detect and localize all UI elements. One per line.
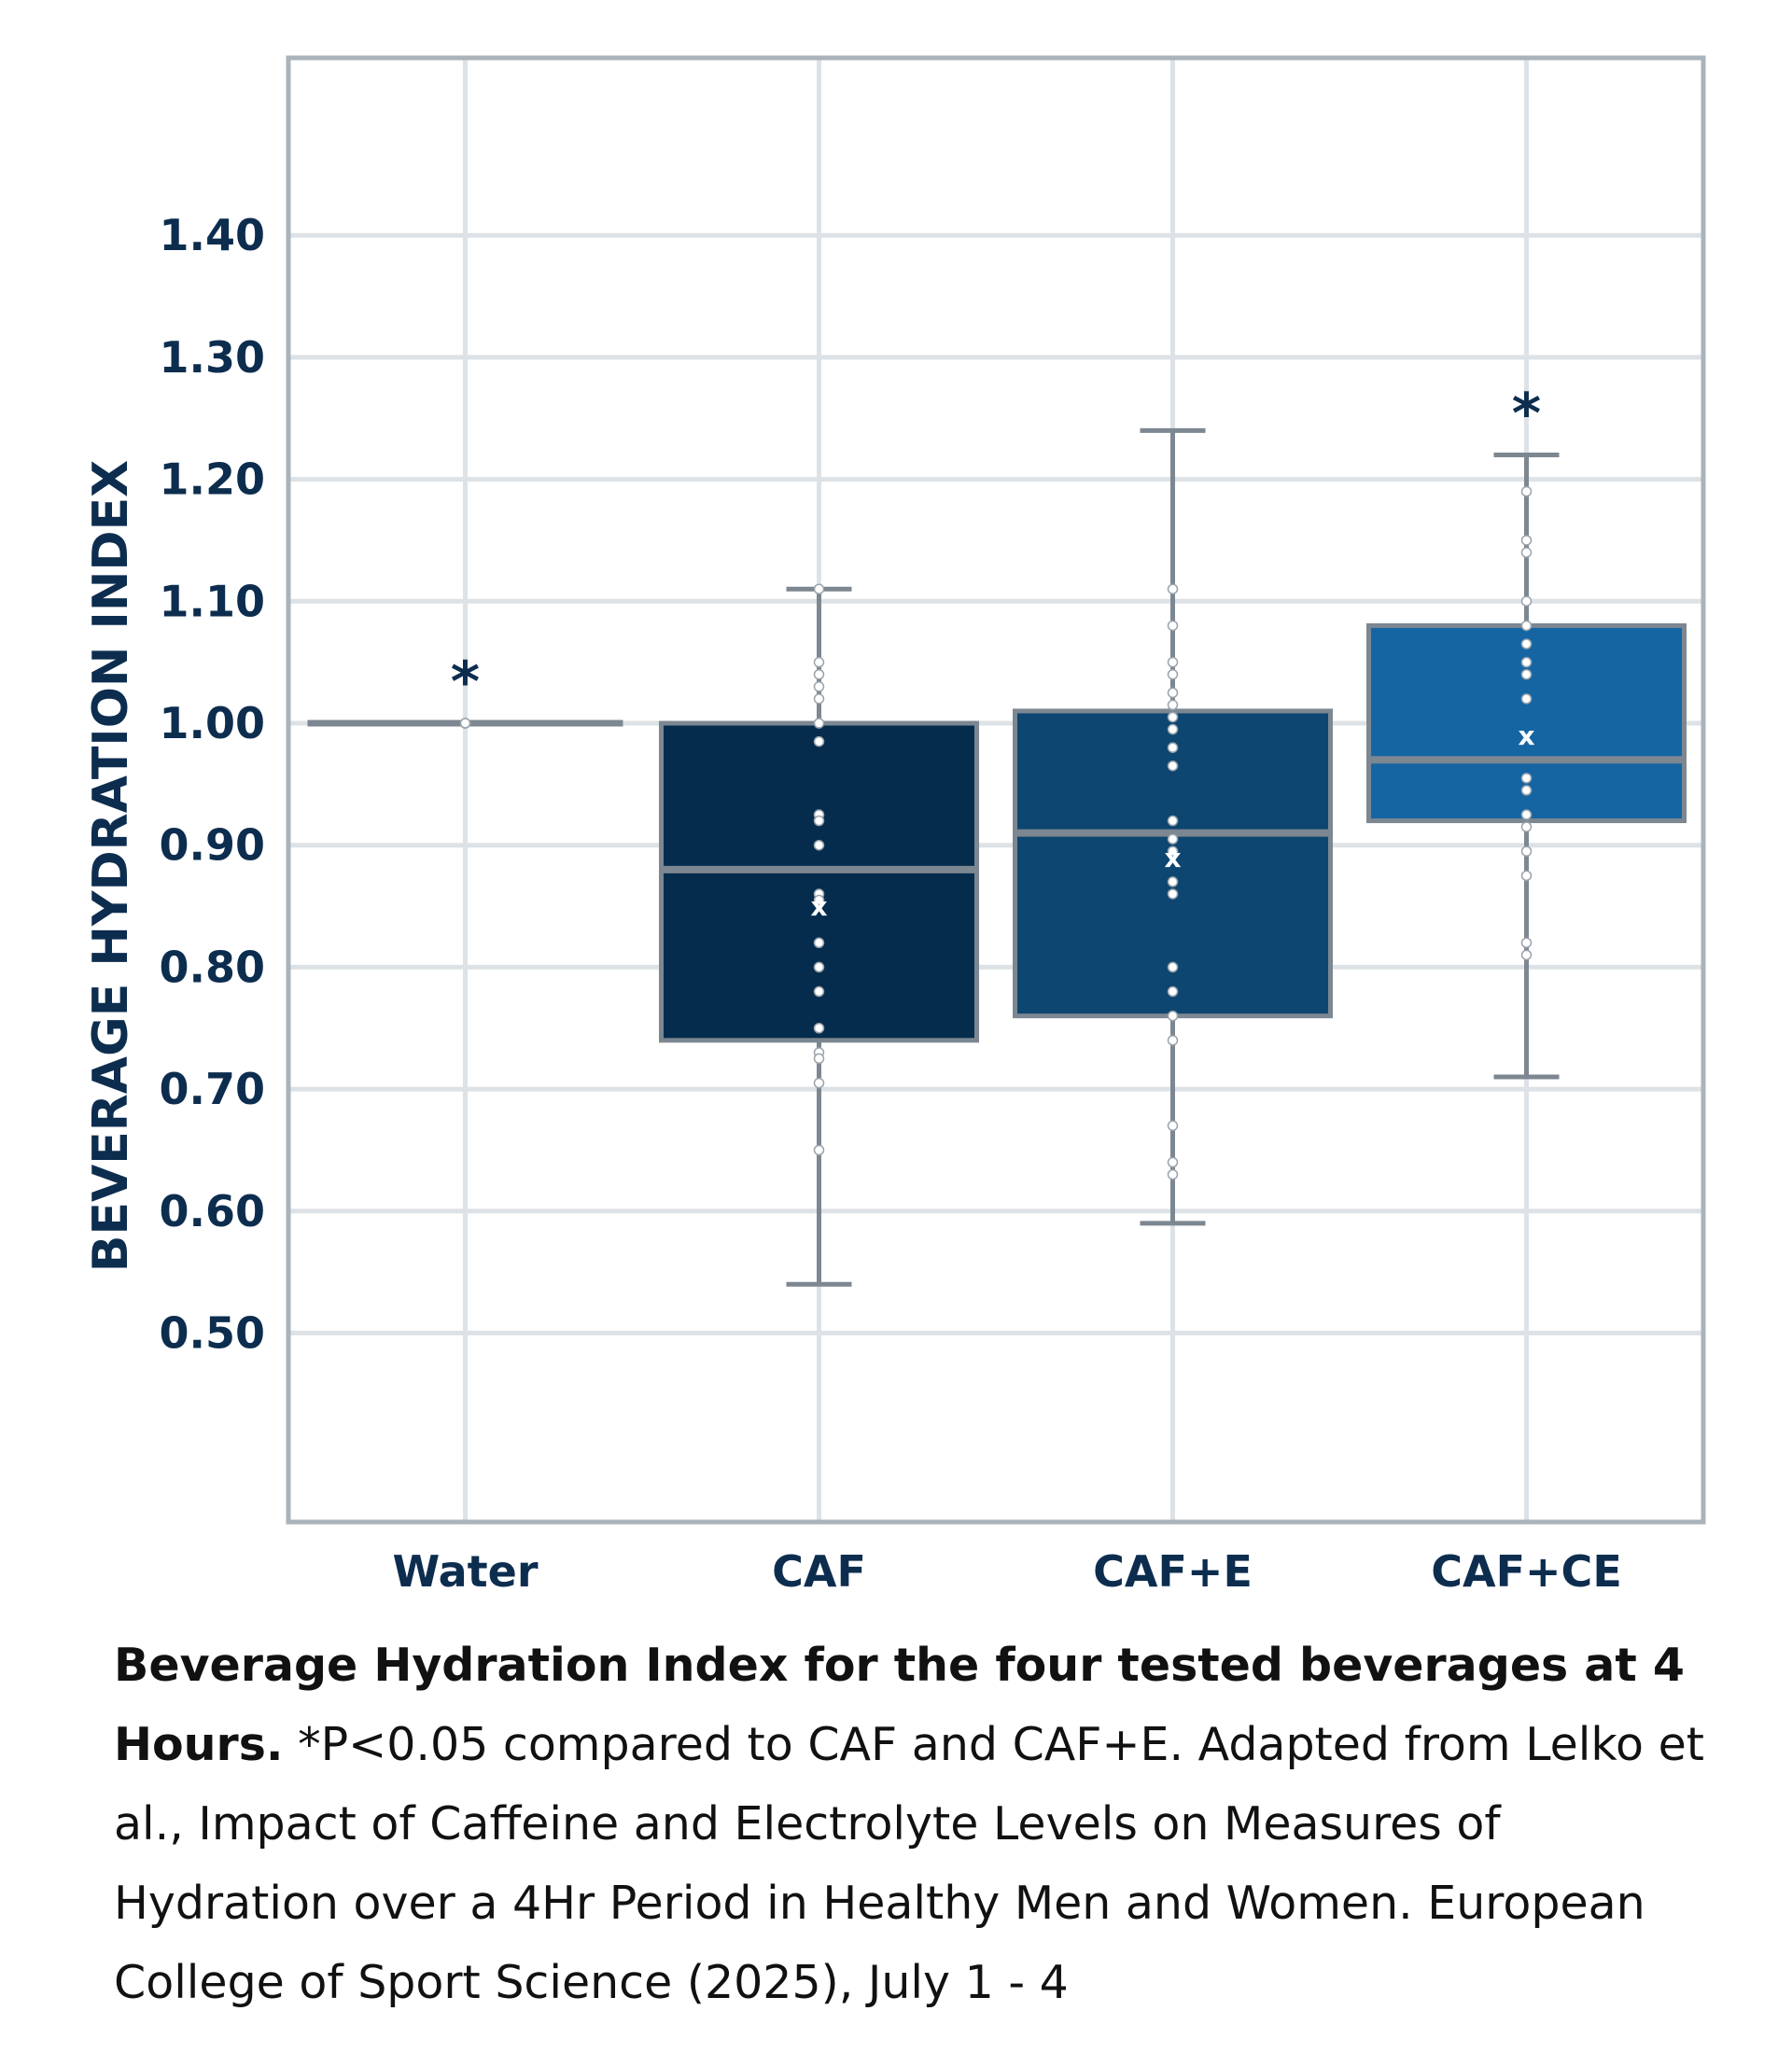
x-tick-label: CAF+CE	[1431, 1546, 1622, 1597]
y-tick-label: 0.60	[160, 1186, 266, 1236]
boxes: *xxx*	[307, 381, 1687, 1287]
data-point	[1167, 1010, 1179, 1022]
data-point	[813, 583, 825, 594]
data-point	[1520, 693, 1533, 705]
plot-frame	[286, 55, 1706, 1525]
y-tick-label: 0.90	[160, 820, 266, 871]
box-body	[659, 720, 979, 1043]
data-point	[813, 1144, 825, 1156]
data-point	[813, 961, 825, 973]
data-point	[813, 1053, 825, 1065]
data-point	[813, 894, 825, 906]
data-point	[1167, 1120, 1179, 1132]
data-point	[813, 937, 825, 949]
data-point	[813, 668, 825, 680]
mean-marker: x	[1164, 843, 1181, 873]
figure-caption: Beverage Hydration Index for the four te…	[114, 1626, 1719, 2022]
data-point	[813, 735, 825, 747]
y-axis-title: BEVERAGE HYDRATION INDEX	[83, 460, 139, 1272]
data-point	[1520, 949, 1533, 961]
data-point	[813, 1077, 825, 1089]
caption-text: *P<0.05 compared to CAF and CAF+E. Adapt…	[114, 1718, 1704, 2009]
mean-marker: x	[810, 891, 827, 922]
data-point	[1167, 620, 1179, 632]
data-point	[1167, 876, 1179, 887]
data-point	[1520, 809, 1533, 820]
data-point	[1167, 845, 1179, 857]
data-point	[1520, 638, 1533, 649]
data-point	[1167, 711, 1179, 723]
y-tick-label: 0.50	[160, 1308, 266, 1359]
data-point	[1167, 583, 1179, 594]
data-point	[1167, 656, 1179, 668]
data-point	[1167, 668, 1179, 680]
data-point	[459, 718, 471, 729]
y-tick-label: 0.80	[160, 942, 266, 992]
data-point	[1167, 1156, 1179, 1168]
y-tick-label: 1.30	[160, 332, 266, 383]
box-caf-e: x	[1013, 427, 1333, 1226]
data-point	[1520, 656, 1533, 668]
data-point	[813, 985, 825, 998]
box-plot-chart: 0.50 0.60 0.70 0.80 0.90 1.00 1.10 1.20 1.30 1.40…	[83, 55, 1706, 1597]
data-point	[1167, 985, 1179, 998]
data-point	[1167, 687, 1179, 699]
data-point	[1520, 937, 1533, 949]
x-axis-ticks: Water CAF CAF+E CAF+CE	[392, 1546, 1621, 1597]
data-point	[1520, 535, 1533, 546]
data-point	[1520, 485, 1533, 497]
data-point	[813, 1023, 825, 1034]
mean-marker: x	[1518, 720, 1534, 751]
x-tick-label: CAF+E	[1093, 1546, 1253, 1597]
data-point	[1520, 668, 1533, 680]
data-point	[1520, 773, 1533, 784]
data-point	[1167, 1035, 1179, 1046]
y-tick-label: 1.40	[160, 210, 266, 260]
y-axis-ticks: 0.50 0.60 0.70 0.80 0.90 1.00 1.10 1.20 1.30 1.40	[160, 210, 266, 1358]
data-point	[813, 693, 825, 705]
caption-title: Beverage Hydration Index for the four te…	[114, 1639, 1685, 1771]
data-point	[1520, 785, 1533, 796]
significance-marker: *	[451, 649, 480, 715]
y-tick-label: 1.00	[160, 698, 266, 748]
data-point	[1167, 760, 1179, 772]
data-point	[1167, 699, 1179, 711]
box-water: *	[307, 649, 623, 729]
data-point	[1167, 742, 1179, 753]
data-point	[1520, 870, 1533, 882]
data-point	[1167, 961, 1179, 973]
y-tick-label: 0.70	[160, 1064, 266, 1114]
box-caf: x	[659, 583, 979, 1287]
data-point	[813, 815, 825, 827]
y-tick-label: 1.10	[160, 576, 266, 626]
data-point	[813, 839, 825, 851]
x-tick-label: CAF	[772, 1546, 866, 1597]
data-point	[1520, 845, 1533, 857]
box-caf-ce: x*	[1366, 381, 1687, 1080]
data-point	[1167, 833, 1179, 845]
data-point	[813, 718, 825, 729]
data-point	[813, 681, 825, 692]
y-tick-label: 1.20	[160, 454, 266, 505]
data-point	[1167, 815, 1179, 827]
data-point	[1167, 723, 1179, 735]
x-tick-label: Water	[392, 1546, 538, 1597]
data-point	[813, 656, 825, 668]
data-point	[1520, 595, 1533, 608]
data-point	[1520, 547, 1533, 558]
data-point	[1520, 821, 1533, 832]
data-point	[1167, 1168, 1179, 1180]
significance-marker: *	[1512, 381, 1541, 446]
data-point	[1520, 620, 1533, 632]
data-point	[1167, 888, 1179, 900]
